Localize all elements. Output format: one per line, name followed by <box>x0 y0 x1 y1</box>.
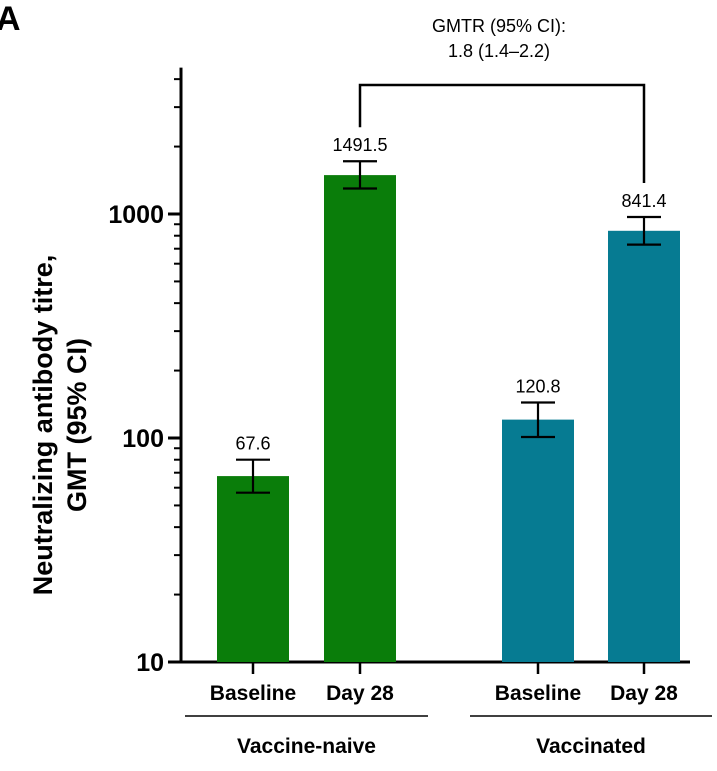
group-label: Vaccine-naive <box>237 735 376 758</box>
bar <box>324 175 396 662</box>
data-label: 841.4 <box>621 191 666 211</box>
comparison-annotation: GMTR (95% CI): 1.8 (1.4–2.2) <box>358 16 646 183</box>
group-labels: Vaccine-naive Vaccinated <box>185 715 712 758</box>
group-label: Vaccinated <box>536 735 646 758</box>
x-tick-label: Day 28 <box>326 682 394 705</box>
x-tick-label: Baseline <box>210 682 296 705</box>
y-tick-label: 1000 <box>108 201 164 229</box>
y-axis-title-line-1: Neutralizing antibody titre, <box>28 255 58 596</box>
y-tick-label: 10 <box>136 649 164 677</box>
bar <box>217 476 289 662</box>
y-axis-title: Neutralizing antibody titre, GMT (95% CI… <box>28 255 92 596</box>
x-tick-label: Day 28 <box>610 682 678 705</box>
data-label: 120.8 <box>515 377 560 397</box>
bar <box>608 230 680 662</box>
panel-label: A <box>0 0 21 38</box>
data-label: 67.6 <box>235 434 270 454</box>
gmtr-label-line-1: GMTR (95% CI): <box>432 16 566 36</box>
comparison-bracket <box>358 83 646 183</box>
y-axis-title-line-2: GMT (95% CI) <box>62 338 92 512</box>
x-tick-label: Baseline <box>495 682 581 705</box>
bar <box>502 419 574 662</box>
y-tick-label: 100 <box>122 425 164 453</box>
plot-area: 10 100 1000 67.6 Baseline 1491.5 Day 28 120.8 Ba… <box>108 67 690 705</box>
gmtr-label-line-2: 1.8 (1.4–2.2) <box>448 41 550 61</box>
data-label: 1491.5 <box>332 135 387 155</box>
